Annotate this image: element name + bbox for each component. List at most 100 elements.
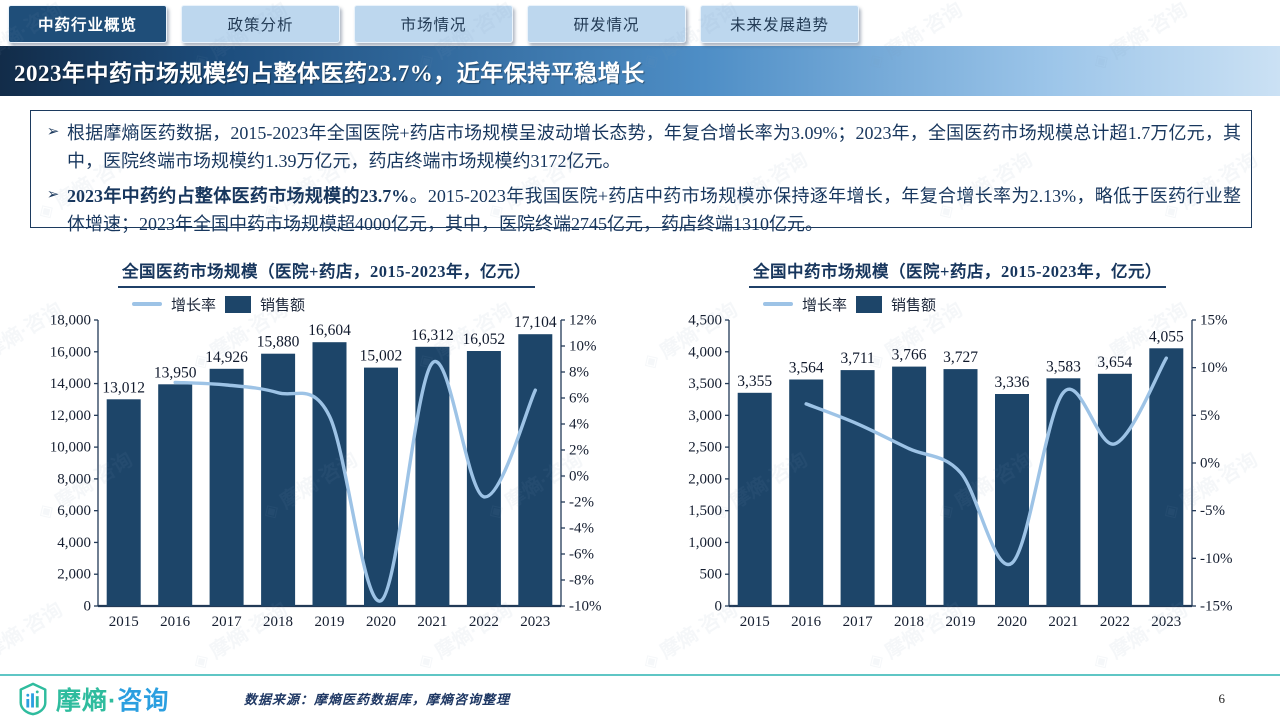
svg-text:12,000: 12,000 <box>50 408 91 424</box>
svg-text:-4%: -4% <box>569 521 594 537</box>
page-title: 2023年中药市场规模约占整体医药23.7%，近年保持平稳增长 <box>14 61 645 86</box>
svg-text:3,727: 3,727 <box>943 349 978 366</box>
svg-text:2021: 2021 <box>417 614 447 630</box>
svg-text:3,000: 3,000 <box>688 408 722 424</box>
svg-text:12%: 12% <box>569 314 597 329</box>
svg-text:2015: 2015 <box>109 614 139 630</box>
svg-text:500: 500 <box>700 567 723 583</box>
tab-label: 市场情况 <box>400 17 467 34</box>
svg-text:8%: 8% <box>569 365 589 381</box>
svg-text:4,500: 4,500 <box>688 314 722 329</box>
legend-growth-label: 增长率 <box>171 297 217 314</box>
svg-text:0: 0 <box>84 599 92 615</box>
svg-text:2018: 2018 <box>894 614 924 630</box>
svg-text:2017: 2017 <box>843 614 874 630</box>
tcm-market-plot: 0 500 1,000 1,500 2,000 2,500 3,000 3,500 4,000 4… <box>688 314 1233 630</box>
logo-separator: · <box>108 687 118 715</box>
svg-text:3,711: 3,711 <box>840 350 874 367</box>
svg-text:2023: 2023 <box>520 614 550 630</box>
charts-row: 全国医药市场规模（医院+药店，2015-2023年，亿元） 增长率 销售额 0 2… <box>34 258 1250 644</box>
tab-label: 政策分析 <box>227 17 294 34</box>
svg-text:8,000: 8,000 <box>57 471 91 487</box>
svg-text:0: 0 <box>715 599 723 615</box>
svg-text:2019: 2019 <box>946 614 976 630</box>
key-points-box: ➢ 根据摩熵医药数据，2015-2023年全国医院+药店市场规模呈波动增长态势，… <box>30 110 1252 234</box>
top-nav: 中药行业概览 政策分析 市场情况 研发情况 未来发展趋势 <box>8 5 859 43</box>
svg-text:-6%: -6% <box>569 547 594 563</box>
svg-text:2,000: 2,000 <box>688 471 722 487</box>
growth-line-swatch <box>763 302 793 306</box>
svg-text:2020: 2020 <box>997 614 1027 630</box>
svg-text:3,500: 3,500 <box>688 376 722 392</box>
svg-text:3,355: 3,355 <box>737 373 772 390</box>
arrow-bullet-icon: ➢ <box>46 124 60 140</box>
svg-text:2015: 2015 <box>740 614 770 630</box>
title-banner: 2023年中药市场规模约占整体医药23.7%，近年保持平稳增长 <box>0 46 1280 96</box>
svg-text:6%: 6% <box>569 391 589 407</box>
svg-text:0%: 0% <box>569 469 589 485</box>
svg-text:4,055: 4,055 <box>1149 328 1184 345</box>
svg-text:4,000: 4,000 <box>688 344 722 360</box>
svg-text:-8%: -8% <box>569 573 594 589</box>
pharma-market-chart: 全国医药市场规模（医院+药店，2015-2023年，亿元） 增长率 销售额 0 2… <box>34 258 619 644</box>
svg-text:2016: 2016 <box>791 614 822 630</box>
svg-text:14,926: 14,926 <box>205 349 248 366</box>
svg-text:2%: 2% <box>569 443 589 459</box>
svg-text:4%: 4% <box>569 417 589 433</box>
bullet-item: ➢ 2023年中药约占整体医药市场规模的23.7%。2015-2023年我国医院… <box>39 183 1241 239</box>
svg-text:2022: 2022 <box>1100 614 1130 630</box>
logo-secondary: 咨询 <box>117 687 170 715</box>
svg-text:2017: 2017 <box>212 614 243 630</box>
svg-text:16,312: 16,312 <box>411 327 454 344</box>
logo-text: 摩熵·咨询 <box>56 681 169 717</box>
svg-text:16,000: 16,000 <box>50 344 91 360</box>
svg-text:17,104: 17,104 <box>514 314 557 331</box>
legend-growth-label: 增长率 <box>802 297 848 314</box>
svg-text:3,583: 3,583 <box>1046 358 1081 375</box>
svg-text:2,000: 2,000 <box>57 567 91 583</box>
svg-text:2016: 2016 <box>160 614 191 630</box>
svg-text:13,012: 13,012 <box>102 379 145 396</box>
arrow-bullet-icon: ➢ <box>46 186 60 203</box>
svg-text:15%: 15% <box>1200 314 1228 329</box>
svg-text:5%: 5% <box>1200 408 1220 424</box>
page-number: 6 <box>1218 691 1226 706</box>
sales-bar-swatch <box>856 295 883 313</box>
svg-text:2023: 2023 <box>1151 614 1181 630</box>
chart-title: 全国医药市场规模（医院+药店，2015-2023年，亿元） <box>118 258 535 288</box>
tab-market-situation[interactable]: 市场情况 <box>354 5 513 43</box>
chart-legend: 增长率 销售额 <box>763 294 1250 314</box>
tab-label: 研发情况 <box>573 17 640 34</box>
sales-bar-swatch <box>225 295 252 313</box>
legend-sales-label: 销售额 <box>260 297 306 314</box>
legend-sales-label: 销售额 <box>891 297 937 314</box>
svg-text:2021: 2021 <box>1048 614 1078 630</box>
bullet-text: 2023年中药约占整体医药市场规模的23.7%。2015-2023年我国医院+药… <box>67 183 1241 239</box>
growth-line-swatch <box>132 302 162 306</box>
company-logo: 摩熵·咨询 <box>16 681 169 717</box>
bullet-item: ➢ 根据摩熵医药数据，2015-2023年全国医院+药店市场规模呈波动增长态势，… <box>39 120 1241 176</box>
tab-rd-situation[interactable]: 研发情况 <box>527 5 686 43</box>
svg-text:6,000: 6,000 <box>57 503 91 519</box>
svg-text:10%: 10% <box>1200 360 1228 376</box>
svg-text:3,766: 3,766 <box>892 347 927 364</box>
tab-future-trends[interactable]: 未来发展趋势 <box>700 5 859 43</box>
logo-hexagon-icon <box>19 682 47 716</box>
tab-industry-overview[interactable]: 中药行业概览 <box>8 5 167 43</box>
tab-label: 中药行业概览 <box>37 17 137 34</box>
tab-label: 未来发展趋势 <box>729 17 829 34</box>
pharma-market-plot: 0 2,000 4,000 6,000 8,000 10,000 12,000 14,000 1… <box>50 314 602 630</box>
svg-text:3,336: 3,336 <box>995 374 1030 391</box>
svg-text:13,950: 13,950 <box>154 364 197 381</box>
bullet-text: 根据摩熵医药数据，2015-2023年全国医院+药店市场规模呈波动增长态势，年复… <box>67 120 1241 176</box>
svg-text:10%: 10% <box>569 339 597 355</box>
svg-text:1,000: 1,000 <box>688 535 722 551</box>
svg-text:0%: 0% <box>1200 456 1220 472</box>
svg-text:2018: 2018 <box>263 614 293 630</box>
svg-text:-10%: -10% <box>1200 551 1233 567</box>
svg-text:16,052: 16,052 <box>463 331 506 348</box>
bullet-rest: 根据摩熵医药数据，2015-2023年全国医院+药店市场规模呈波动增长态势，年复… <box>67 123 1241 171</box>
svg-text:-5%: -5% <box>1200 503 1225 519</box>
tab-policy-analysis[interactable]: 政策分析 <box>181 5 340 43</box>
